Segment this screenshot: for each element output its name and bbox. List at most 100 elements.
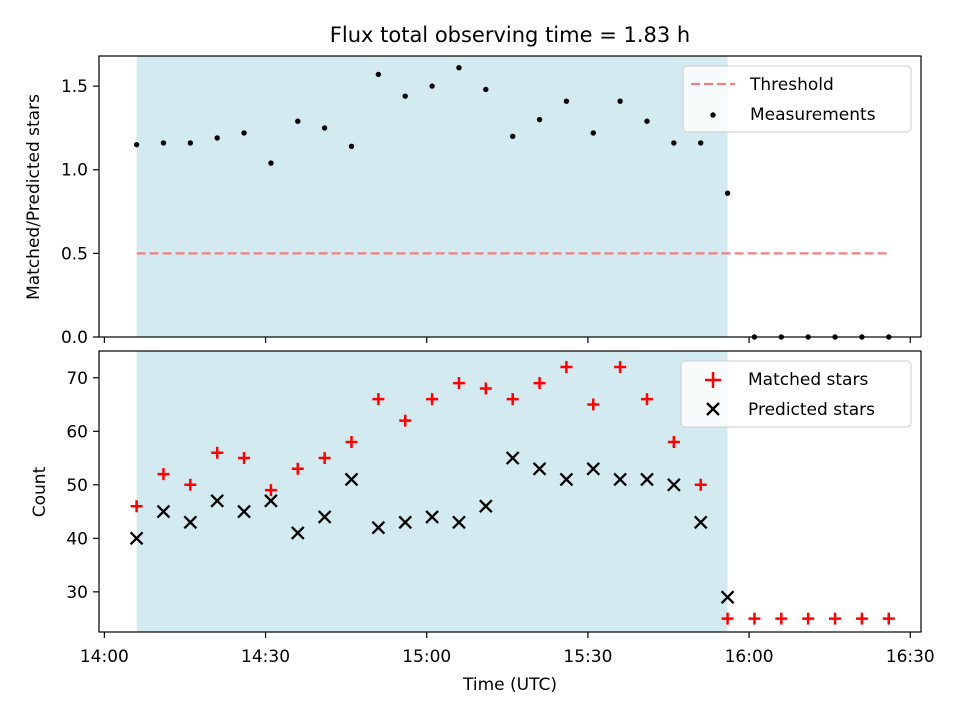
measurement-point xyxy=(241,130,247,136)
matched-stars-legend-marker xyxy=(705,372,721,388)
measurement-point xyxy=(644,118,650,124)
predicted-star-point xyxy=(532,461,547,476)
predicted-star-point xyxy=(613,472,627,487)
top-y-axis: 0.0 0.5 1.0 1.5 xyxy=(61,77,99,348)
predicted-star-point xyxy=(398,515,413,530)
top-y-axis-label: Matched/Predicted stars xyxy=(24,94,44,300)
predicted-star-point xyxy=(586,461,601,476)
measurement-point xyxy=(536,116,543,123)
measurement-point xyxy=(671,140,677,146)
matched-star-point xyxy=(748,612,761,625)
predicted-star-point xyxy=(344,472,359,487)
matched-star-point xyxy=(641,393,653,406)
measurements-legend-label: Measurements xyxy=(750,105,876,125)
matched-star-point xyxy=(560,361,573,374)
x-tick-label: 16:00 xyxy=(725,647,774,667)
matched-star-point xyxy=(211,446,224,459)
top-x-ticks xyxy=(103,337,911,343)
top-plot-frame xyxy=(98,55,922,338)
measurement-points xyxy=(133,65,892,340)
measurement-point xyxy=(617,98,623,104)
matched-star-point xyxy=(184,478,197,491)
measurement-point xyxy=(321,125,328,131)
matched-star-point xyxy=(479,382,492,395)
top-legend: Threshold Measurements xyxy=(682,65,912,133)
predicted-star-point xyxy=(425,510,439,524)
top-y-tick-label: 1.0 xyxy=(61,161,88,181)
matched-star-point xyxy=(802,612,815,625)
matched-star-point xyxy=(721,612,734,625)
top-legend-box xyxy=(682,65,912,133)
predicted-stars-legend-label: Predicted stars xyxy=(748,400,875,420)
measurement-point xyxy=(483,86,489,93)
bottom-legend: Matched stars Predicted stars xyxy=(680,360,912,428)
predicted-star-point xyxy=(129,531,144,546)
measurement-point xyxy=(590,130,596,136)
top-panel: 0.0 0.5 1.0 1.5 Matched/Predicted stars Thr… xyxy=(24,55,922,348)
matched-star-point xyxy=(829,612,842,625)
measurement-point xyxy=(724,190,731,196)
matched-star-point xyxy=(855,612,868,625)
measurement-point xyxy=(214,135,220,141)
predicted-star-point xyxy=(667,477,681,492)
matched-star-point xyxy=(426,393,439,406)
bottom-y-tick-label: 30 xyxy=(66,583,88,603)
matched-star-point xyxy=(264,484,277,497)
measurement-point xyxy=(429,83,435,89)
bottom-y-axis: 30 40 50 60 70 xyxy=(66,369,99,603)
matched-stars-points xyxy=(130,361,895,625)
matched-star-point xyxy=(506,393,519,406)
bottom-x-axis: 14:00 14:30 15:00 15:30 16:00 16:30 xyxy=(80,632,935,667)
bottom-legend-box xyxy=(680,360,912,428)
bottom-shaded-interval xyxy=(136,351,728,632)
predicted-stars-points xyxy=(129,451,735,605)
measurement-point xyxy=(698,140,704,146)
top-y-tick-label: 1.5 xyxy=(61,77,88,97)
bottom-y-axis-label: Count xyxy=(30,466,50,517)
predicted-star-point xyxy=(559,472,574,487)
threshold-legend-label: Threshold xyxy=(749,75,834,95)
x-tick-label: 16:30 xyxy=(886,647,935,667)
x-tick-label: 14:30 xyxy=(241,647,290,667)
measurement-point xyxy=(160,140,167,146)
predicted-star-point xyxy=(640,472,654,487)
measurement-point xyxy=(402,93,408,99)
matched-stars-legend-label: Matched stars xyxy=(748,370,868,390)
predicted-star-point xyxy=(452,515,466,530)
matched-star-point xyxy=(775,612,788,625)
predicted-star-point xyxy=(371,520,386,535)
predicted-star-point xyxy=(720,590,735,605)
measurement-point xyxy=(133,141,140,148)
bottom-y-tick-label: 40 xyxy=(66,529,88,549)
measurement-point xyxy=(295,118,301,124)
matched-star-point xyxy=(238,452,251,465)
predicted-star-point xyxy=(290,526,305,540)
bottom-plot-frame xyxy=(98,350,922,633)
bottom-y-tick-label: 60 xyxy=(66,422,88,442)
measurement-point xyxy=(456,65,462,71)
chart-title: Flux total observing time = 1.83 h xyxy=(330,23,690,47)
matched-star-point xyxy=(694,478,707,491)
matched-star-point xyxy=(614,361,627,374)
top-y-tick-label: 0.0 xyxy=(61,328,88,348)
matched-star-point xyxy=(291,462,304,475)
bottom-panel: 30 40 50 60 70 14:00 14:30 15:00 15:30 16:00 16:3… xyxy=(30,350,935,695)
matched-star-point xyxy=(157,468,170,481)
measurement-point xyxy=(187,140,194,146)
matched-star-point xyxy=(452,377,465,390)
matched-star-point xyxy=(533,377,546,390)
x-tick-label: 14:00 xyxy=(80,647,129,667)
x-axis-label: Time (UTC) xyxy=(462,675,557,695)
matched-star-point xyxy=(882,612,895,625)
matched-star-point xyxy=(345,435,358,448)
x-tick-label: 15:00 xyxy=(402,647,451,667)
predicted-star-point xyxy=(183,515,198,530)
predicted-star-point xyxy=(210,494,225,508)
measurement-point xyxy=(268,160,274,166)
measurement-point xyxy=(563,98,570,104)
predicted-star-point xyxy=(156,504,171,519)
predicted-star-point xyxy=(505,451,520,465)
measurement-point xyxy=(375,71,382,78)
matched-star-point xyxy=(318,452,331,465)
